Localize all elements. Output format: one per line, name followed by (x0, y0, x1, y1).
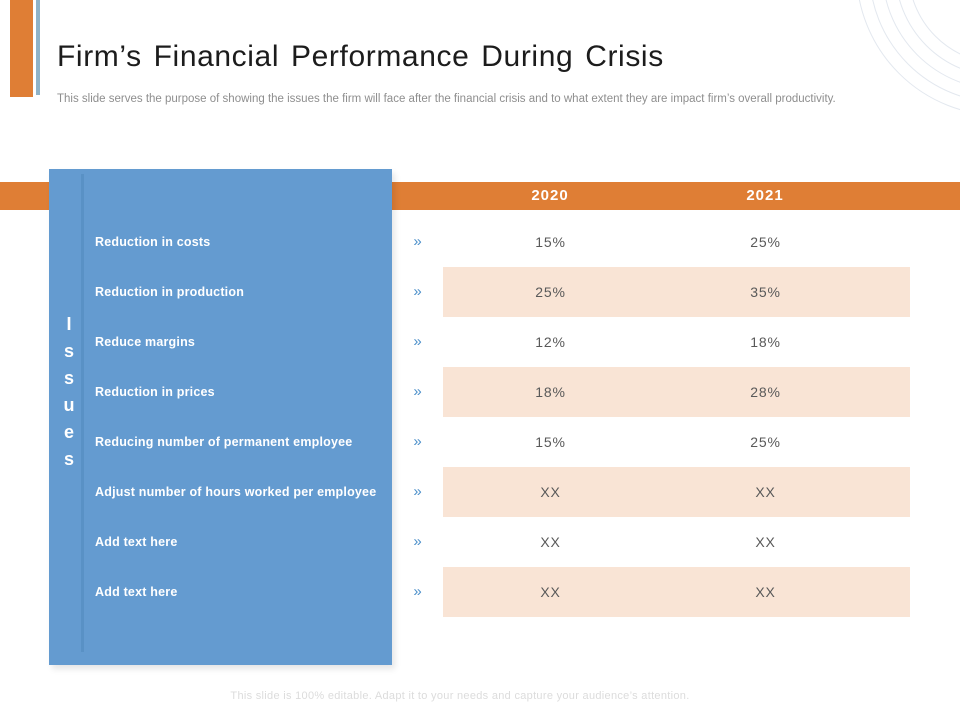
row-label: Reducing number of permanent employee (95, 435, 353, 449)
cell-2020: 12% (535, 334, 566, 350)
row-label: Reduction in production (95, 285, 245, 299)
row-label: Add text here (95, 585, 178, 599)
cell-2021: 35% (750, 284, 781, 300)
chevron-bullet-icon: » (413, 233, 422, 250)
slide-subtitle: This slide serves the purpose of showing… (57, 93, 836, 105)
row-highlight (443, 567, 910, 617)
row-highlight (443, 467, 910, 517)
cell-2021: 25% (750, 434, 781, 450)
chevron-bullet-icon: » (413, 433, 422, 450)
issues-panel-divider (81, 174, 84, 652)
row-label: Add text here (95, 535, 178, 549)
accent-bar-orange (10, 0, 33, 97)
cell-2020: 15% (535, 434, 566, 450)
row-highlight (443, 367, 910, 417)
chevron-bullet-icon: » (413, 483, 422, 500)
chevron-bullet-icon: » (413, 333, 422, 350)
row-label: Reduce margins (95, 335, 196, 349)
cell-2020: XX (540, 534, 561, 550)
column-header-2020: 2020 (531, 187, 569, 204)
cell-2020: XX (540, 584, 561, 600)
issues-panel (49, 169, 392, 665)
row-label: Adjust number of hours worked per employ… (95, 485, 377, 499)
cell-2021: XX (755, 484, 776, 500)
slide-footer-note: This slide is 100% editable. Adapt it to… (230, 690, 690, 702)
cell-2020: 25% (535, 284, 566, 300)
cell-2021: 25% (750, 234, 781, 250)
row-label: Reduction in prices (95, 385, 215, 399)
chevron-bullet-icon: » (413, 283, 422, 300)
row-label: Reduction in costs (95, 235, 211, 249)
cell-2021: 18% (750, 334, 781, 350)
row-highlight (443, 267, 910, 317)
cell-2020: 18% (535, 384, 566, 400)
chevron-bullet-icon: » (413, 533, 422, 550)
slide-title: Firm’s Financial Performance During Cris… (57, 40, 664, 73)
cell-2021: XX (755, 584, 776, 600)
cell-2020: XX (540, 484, 561, 500)
column-header-2021: 2021 (746, 187, 784, 204)
cell-2021: XX (755, 534, 776, 550)
chevron-bullet-icon: » (413, 583, 422, 600)
accent-bar-blue (36, 0, 40, 95)
chevron-bullet-icon: » (413, 383, 422, 400)
issues-axis-label: Issues (59, 314, 79, 476)
cell-2021: 28% (750, 384, 781, 400)
cell-2020: 15% (535, 234, 566, 250)
